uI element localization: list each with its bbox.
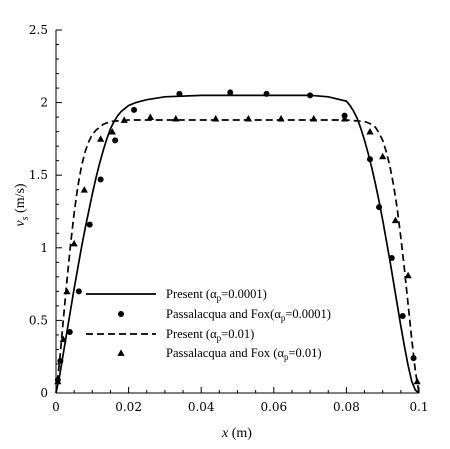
y-tick-label: 1.5 xyxy=(29,168,48,182)
data-point-pf-01 xyxy=(413,377,421,385)
data-point-pf-01 xyxy=(54,377,62,385)
data-point-pf-01 xyxy=(212,114,220,122)
tick-marks xyxy=(55,29,420,394)
data-point-pf-01 xyxy=(59,335,67,343)
y-tick-label: 2 xyxy=(40,96,48,110)
series-present-01 xyxy=(55,119,420,394)
series-line-present-01 xyxy=(55,119,420,394)
data-point-pf-0001 xyxy=(75,288,82,295)
data-point-pf-0001 xyxy=(376,204,383,211)
y-tick-label: 0.5 xyxy=(29,313,48,327)
x-tick-label: 0.02 xyxy=(115,400,142,414)
legend-label-pf-0001: Passalacqua and Fox(αp=0.0001) xyxy=(166,307,331,323)
data-point-pf-01 xyxy=(120,116,128,123)
series-pf-01 xyxy=(54,113,421,385)
legend-label-present-01: Present (αp=0.01) xyxy=(166,327,254,343)
y-tick-labels: 0 0.5 1 1.5 2 2.5 xyxy=(29,23,48,400)
data-point-pf-0001 xyxy=(131,106,138,113)
legend-entry-present-0001: Present (αp=0.0001) xyxy=(86,287,267,303)
data-point-pf-01 xyxy=(146,113,154,120)
x-tick-label: 0.08 xyxy=(333,400,360,414)
y-axis-title: vs (m/s) xyxy=(13,183,31,227)
y-tick-label: 0 xyxy=(40,386,48,400)
legend: Present (αp=0.0001) Passalacqua and Fox(α… xyxy=(86,287,331,362)
data-point-pf-0001 xyxy=(227,89,234,96)
data-point-pf-01 xyxy=(244,114,252,122)
legend-entry-pf-0001: Passalacqua and Fox(αp=0.0001) xyxy=(118,307,331,323)
legend-entry-pf-01: Passalacqua and Fox (αp=0.01) xyxy=(117,346,322,362)
data-point-pf-01 xyxy=(70,239,78,247)
data-point-pf-01 xyxy=(63,287,71,295)
x-tick-label: 0.06 xyxy=(260,400,287,414)
data-point-pf-0001 xyxy=(57,358,64,365)
data-point-pf-0001 xyxy=(388,254,395,261)
legend-label-present-0001: Present (αp=0.0001) xyxy=(166,287,267,303)
data-point-pf-01 xyxy=(340,114,349,122)
x-tick-label: 0.1 xyxy=(409,400,428,414)
data-point-pf-01 xyxy=(391,216,400,224)
data-point-pf-0001 xyxy=(176,90,183,97)
data-point-pf-0001 xyxy=(66,329,73,336)
legend-entry-present-01: Present (αp=0.01) xyxy=(86,327,254,343)
data-point-pf-0001 xyxy=(307,92,314,99)
data-point-pf-01 xyxy=(97,135,105,142)
legend-label-pf-01: Passalacqua and Fox (αp=0.01) xyxy=(166,346,322,362)
data-point-pf-0001 xyxy=(86,221,93,228)
data-point-pf-0001 xyxy=(97,176,104,183)
data-point-pf-0001 xyxy=(366,156,373,163)
y-tick-label: 1 xyxy=(40,241,48,255)
data-point-pf-01 xyxy=(379,152,387,160)
x-tick-label: 0 xyxy=(52,400,60,414)
x-tick-labels: 0 0.02 0.04 0.06 0.08 0.1 xyxy=(52,400,428,414)
data-point-pf-0001 xyxy=(263,90,270,97)
series-layer xyxy=(54,89,421,394)
y-tick-label: 2.5 xyxy=(29,23,48,37)
data-point-pf-01 xyxy=(80,186,88,193)
data-point-pf-0001 xyxy=(112,137,119,144)
x-axis-title: x (m) xyxy=(221,426,252,441)
data-point-pf-01 xyxy=(172,114,180,122)
data-point-pf-0001 xyxy=(399,313,406,320)
data-point-pf-01 xyxy=(108,128,116,135)
data-point-pf-01 xyxy=(366,128,374,135)
data-point-pf-01 xyxy=(404,271,412,279)
legend-swatch-marker xyxy=(117,349,125,356)
legend-swatch-marker xyxy=(118,311,124,317)
x-tick-label: 0.04 xyxy=(188,400,215,414)
data-point-pf-01 xyxy=(277,114,285,122)
data-point-pf-01 xyxy=(310,114,318,122)
